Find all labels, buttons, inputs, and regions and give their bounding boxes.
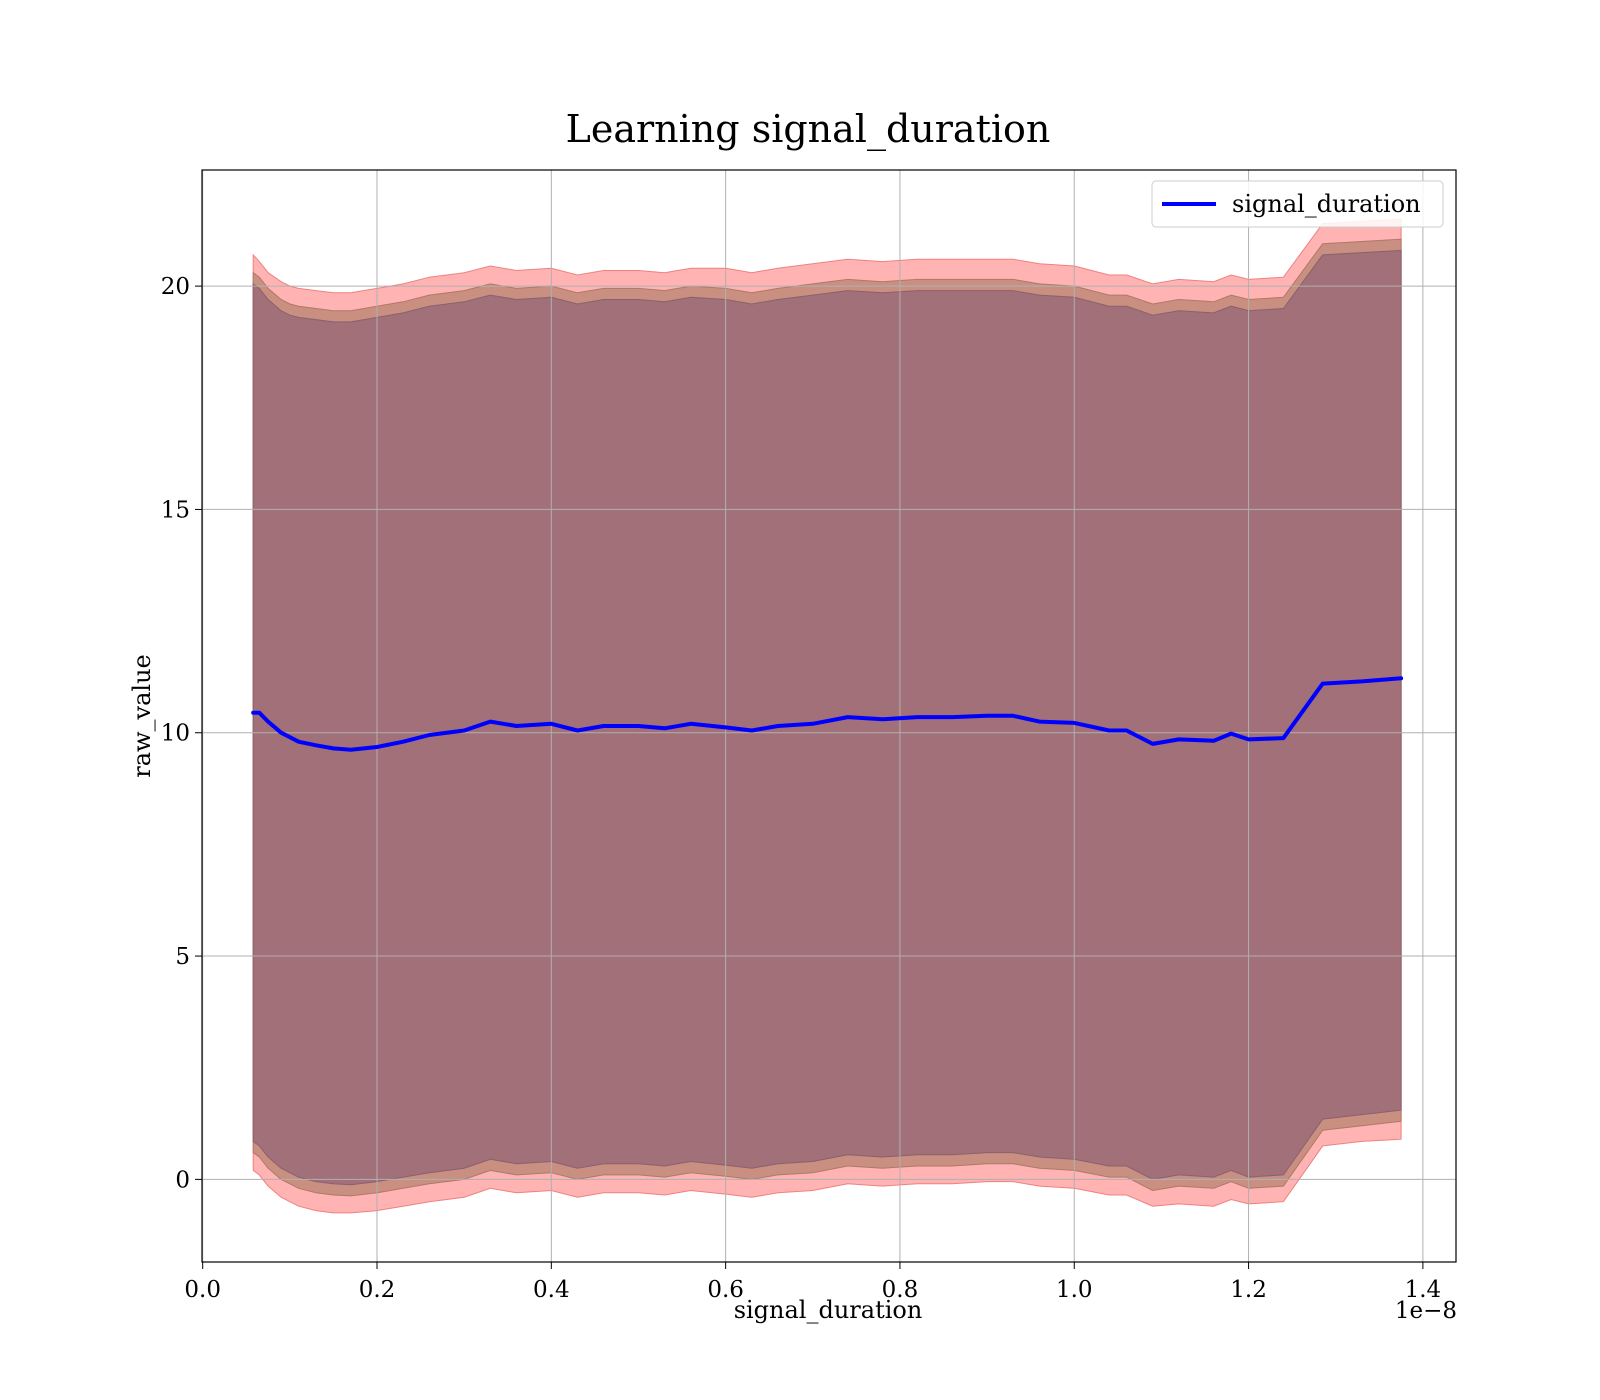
x-axis-ticks: 0.0 0.2 0.4 0.6 0.8 1.0 1.2 1.4 [184,1262,1441,1303]
series-lines [251,676,1404,752]
plot-frame [201,169,1457,1263]
y-tick-label: 0 [175,1167,190,1193]
x-tick-label: 0.4 [533,1277,570,1303]
x-tick-label: 1.4 [1405,1277,1442,1303]
x-tick-label: 0.2 [359,1277,396,1303]
grid [202,170,1456,1262]
x-axis-offset-label: 1e−8 [1395,1298,1457,1324]
y-tick-label: 20 [161,274,190,300]
y-axis-label: raw_value [128,654,156,778]
y-axis-ticks: 0 5 10 15 20 [161,274,202,1193]
plot-area [201,169,1457,1263]
confidence-bands [252,218,1402,1214]
band-inner [252,249,1402,1186]
legend-box [1151,180,1444,228]
y-tick-label: 15 [161,497,190,523]
x-axis-label: signal_duration [734,1296,923,1324]
x-tick-label: 0.0 [184,1277,221,1303]
y-tick-label: 5 [175,944,190,970]
series-line-signal-duration [251,676,1404,752]
legend-label-signal-duration: signal_duration [1232,190,1421,218]
chart-title: Learning signal_duration [566,107,1051,152]
x-tick-label: 1.2 [1230,1277,1267,1303]
y-tick-label: 10 [161,721,190,747]
x-tick-label: 0.6 [707,1277,744,1303]
x-tick-label: 0.8 [882,1277,919,1303]
x-tick-label: 1.0 [1056,1277,1093,1303]
legend: signal_duration [1151,180,1444,228]
